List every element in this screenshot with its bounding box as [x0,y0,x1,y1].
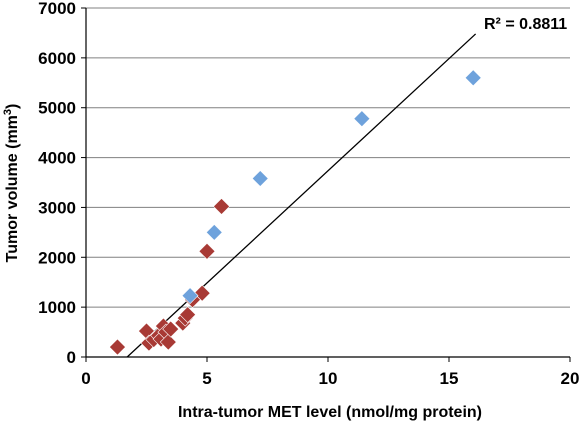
y-axis-title: Tumor volume (mm3) [2,104,21,263]
x-tick-label: 20 [561,369,580,388]
y-tick-label: 3000 [38,198,76,217]
x-axis-title: Intra-tumor MET level (nmol/mg protein) [178,404,482,421]
trendline-layer [126,33,477,358]
y-tick-label: 0 [67,348,76,367]
data-point [353,110,371,128]
y-tick-label: 5000 [38,99,76,118]
gridlines [86,7,570,308]
data-point [198,242,216,260]
data-point [193,284,211,302]
data-point [251,170,269,187]
y-tick-label: 4000 [38,149,76,168]
y-tick-label: 7000 [38,0,76,18]
data-point [159,333,177,351]
y-axis-title-superscript: 3 [2,109,14,115]
y-axis-title-main: Tumor volume (mm [4,115,21,262]
x-tick-label: 0 [81,369,90,388]
y-axis-title-tail: ) [4,104,21,109]
x-tick-label: 15 [440,369,459,388]
x-tick-label: 10 [319,369,338,388]
data-point [213,198,230,215]
trendline [126,33,477,358]
data-point [181,287,199,305]
data-point [179,306,197,324]
y-tick-label: 1000 [38,298,76,317]
y-tick-label: 6000 [38,49,76,68]
data-point [162,320,180,338]
data-point [205,223,223,241]
data-points [109,69,482,356]
axes [81,7,571,362]
tick-labels: 0 1000 2000 3000 4000 5000 6000 7000 0 5 10 15 20 [38,0,579,388]
r-squared-annotation: R² = 0.8811 [484,16,567,33]
data-point [109,338,126,356]
y-tick-label: 2000 [38,248,76,267]
data-point [464,69,482,87]
x-tick-label: 5 [202,369,211,388]
